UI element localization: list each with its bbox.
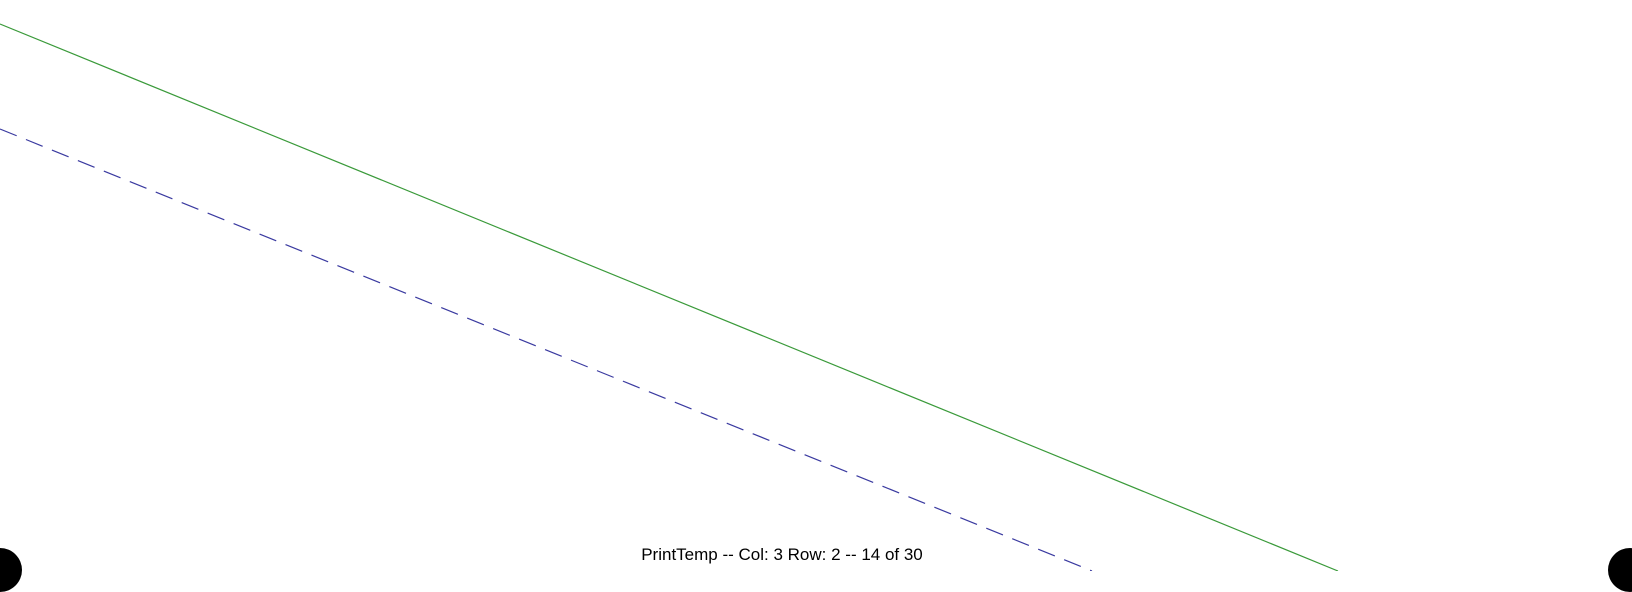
solid-line (0, 23, 1339, 571)
dashed-line (0, 128, 1093, 571)
footer-text: PrintTemp -- Col: 3 Row: 2 -- 14 of 30 (641, 545, 923, 564)
tile-drawing (0, 23, 1339, 571)
print-tile-page: PrintTemp -- Col: 3 Row: 2 -- 14 of 30 (0, 23, 1632, 592)
page-footer: PrintTemp -- Col: 3 Row: 2 -- 14 of 30 (0, 545, 1632, 565)
